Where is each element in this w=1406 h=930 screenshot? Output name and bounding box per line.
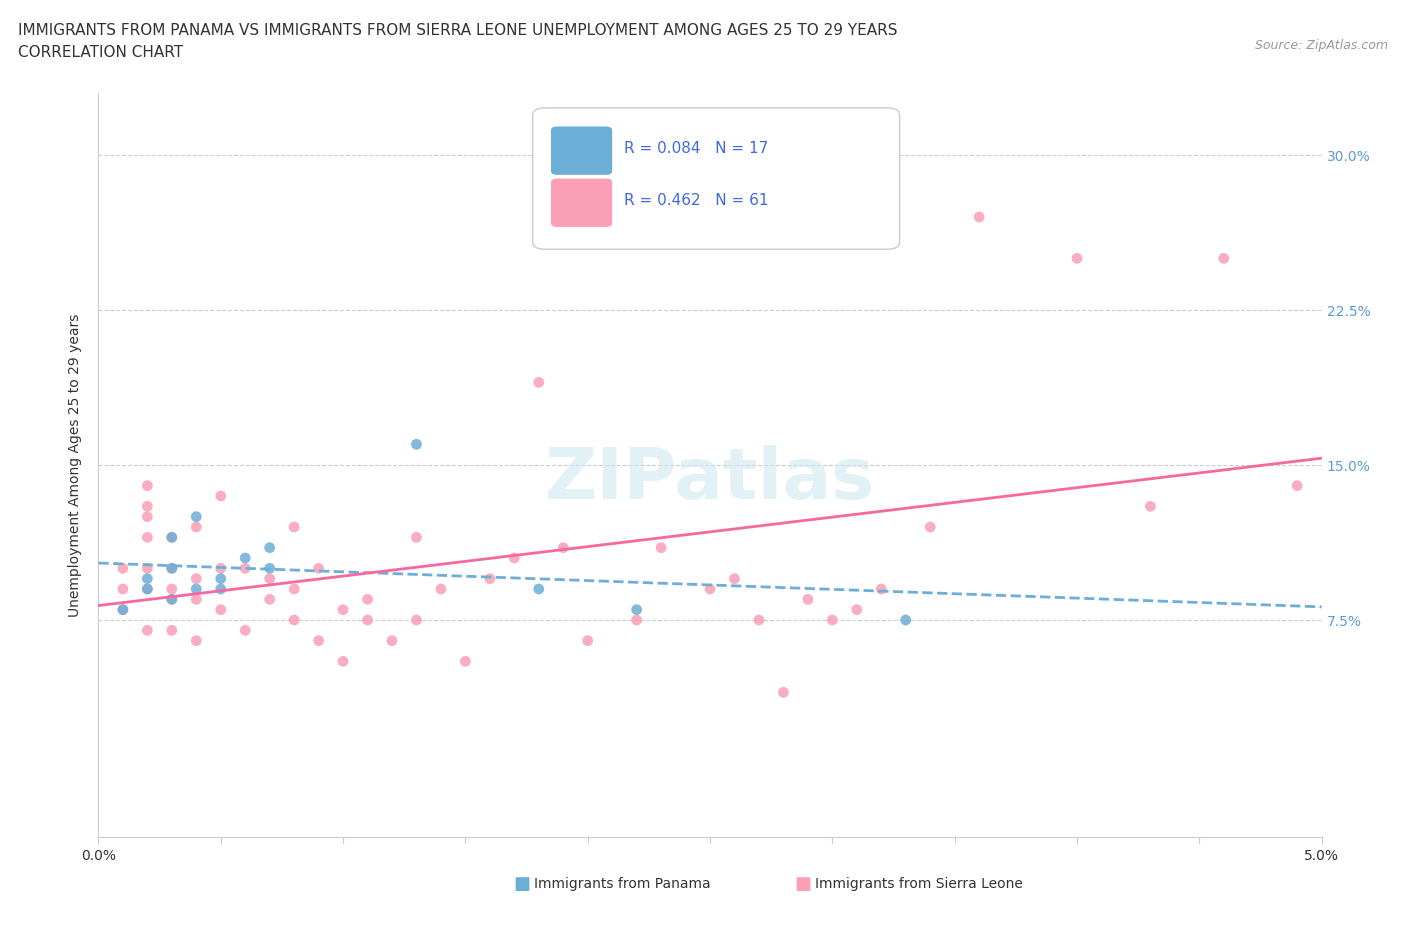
Point <box>160 530 183 545</box>
Point <box>209 561 232 576</box>
Point <box>209 603 232 618</box>
Point <box>821 613 844 628</box>
Point <box>1286 478 1309 493</box>
Text: ZIPatlas: ZIPatlas <box>546 445 875 514</box>
Point <box>136 571 159 586</box>
Point <box>136 623 159 638</box>
Point <box>356 613 378 628</box>
Text: CORRELATION CHART: CORRELATION CHART <box>18 45 183 60</box>
Y-axis label: Unemployment Among Ages 25 to 29 years: Unemployment Among Ages 25 to 29 years <box>69 313 83 617</box>
Point <box>626 603 648 618</box>
Point <box>136 478 159 493</box>
Point <box>136 561 159 576</box>
Point <box>136 510 159 525</box>
Point <box>454 654 477 669</box>
Point <box>160 561 183 576</box>
Point <box>233 561 256 576</box>
Point <box>186 633 208 648</box>
Point <box>576 633 599 648</box>
Point <box>111 581 134 596</box>
Point <box>405 530 427 545</box>
Point <box>356 591 378 606</box>
Point <box>1212 251 1234 266</box>
Point <box>553 540 575 555</box>
FancyBboxPatch shape <box>551 126 612 175</box>
Point <box>160 530 183 545</box>
Point <box>136 581 159 596</box>
Point <box>186 510 208 525</box>
Point <box>332 654 354 669</box>
Point <box>209 488 232 503</box>
Point <box>209 581 232 596</box>
Text: R = 0.462   N = 61: R = 0.462 N = 61 <box>624 193 769 208</box>
Text: IMMIGRANTS FROM PANAMA VS IMMIGRANTS FROM SIERRA LEONE UNEMPLOYMENT AMONG AGES 2: IMMIGRANTS FROM PANAMA VS IMMIGRANTS FRO… <box>18 23 898 38</box>
Point <box>967 209 990 224</box>
Point <box>430 581 453 596</box>
Point <box>699 581 721 596</box>
Point <box>186 591 208 606</box>
Point <box>723 571 745 586</box>
Point <box>845 603 868 618</box>
Point <box>797 591 820 606</box>
Text: R = 0.084   N = 17: R = 0.084 N = 17 <box>624 141 769 156</box>
Text: Immigrants from Panama: Immigrants from Panama <box>534 876 711 891</box>
Text: ■: ■ <box>794 874 811 893</box>
Point <box>136 530 159 545</box>
Point <box>405 613 427 628</box>
FancyBboxPatch shape <box>533 108 900 249</box>
Point <box>478 571 501 586</box>
Point <box>527 375 550 390</box>
Point <box>160 623 183 638</box>
Point <box>381 633 404 648</box>
Point <box>332 603 354 618</box>
FancyBboxPatch shape <box>551 179 612 227</box>
Point <box>186 571 208 586</box>
Point <box>160 561 183 576</box>
Point <box>748 613 770 628</box>
Point <box>259 591 281 606</box>
Point <box>160 581 183 596</box>
Point <box>160 591 183 606</box>
Point <box>160 591 183 606</box>
Point <box>626 613 648 628</box>
Point <box>1139 498 1161 513</box>
Point <box>111 603 134 618</box>
Point <box>308 633 330 648</box>
Point <box>894 613 917 628</box>
Point <box>920 520 942 535</box>
Point <box>111 603 134 618</box>
Point <box>503 551 526 565</box>
Point <box>650 540 672 555</box>
Point <box>527 581 550 596</box>
Point <box>283 520 305 535</box>
Point <box>870 581 893 596</box>
Point <box>283 613 305 628</box>
Text: Immigrants from Sierra Leone: Immigrants from Sierra Leone <box>815 876 1024 891</box>
Point <box>283 581 305 596</box>
Point <box>1066 251 1088 266</box>
Point <box>186 581 208 596</box>
Point <box>259 571 281 586</box>
Point <box>136 498 159 513</box>
Text: Source: ZipAtlas.com: Source: ZipAtlas.com <box>1254 39 1388 52</box>
Point <box>308 561 330 576</box>
Point <box>259 540 281 555</box>
Point <box>136 581 159 596</box>
Point <box>233 551 256 565</box>
Point <box>186 520 208 535</box>
Point <box>772 684 794 699</box>
Text: ■: ■ <box>513 874 530 893</box>
Point <box>209 571 232 586</box>
Point <box>405 437 427 452</box>
Point <box>233 623 256 638</box>
Point <box>259 561 281 576</box>
Point <box>111 561 134 576</box>
